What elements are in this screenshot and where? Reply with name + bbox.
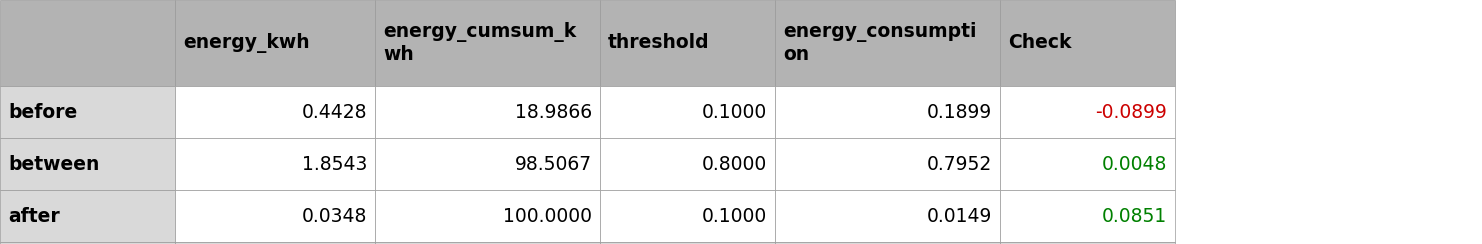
Text: 0.0149: 0.0149: [926, 206, 991, 225]
Text: Check: Check: [1008, 33, 1071, 52]
Text: before: before: [7, 102, 77, 122]
Text: threshold: threshold: [608, 33, 710, 52]
Bar: [775, 242, 1000, 244]
Text: after: after: [7, 206, 59, 225]
Text: 18.9866: 18.9866: [514, 102, 591, 122]
Bar: [0, 242, 175, 244]
Text: 0.0851: 0.0851: [1101, 206, 1166, 225]
Bar: [600, 190, 775, 242]
Bar: [600, 0, 775, 86]
Text: 0.0348: 0.0348: [302, 206, 368, 225]
Bar: [600, 138, 775, 190]
Text: 100.0000: 100.0000: [502, 206, 591, 225]
Text: 98.5067: 98.5067: [514, 154, 591, 173]
Bar: [600, 242, 775, 244]
Text: 0.1899: 0.1899: [926, 102, 991, 122]
Bar: [1000, 0, 1175, 86]
Bar: [0, 86, 175, 138]
Bar: [600, 86, 775, 138]
Text: energy_cumsum_k
wh: energy_cumsum_k wh: [382, 22, 576, 64]
Bar: [175, 190, 375, 242]
Bar: [775, 86, 1000, 138]
Text: energy_kwh: energy_kwh: [182, 33, 310, 53]
Text: 0.1000: 0.1000: [702, 206, 768, 225]
Text: 0.4428: 0.4428: [301, 102, 368, 122]
Bar: [0, 190, 175, 242]
Bar: [0, 0, 175, 86]
Text: 1.8543: 1.8543: [302, 154, 368, 173]
Bar: [775, 0, 1000, 86]
Bar: [175, 138, 375, 190]
Bar: [1000, 138, 1175, 190]
Text: between: between: [7, 154, 99, 173]
Bar: [775, 138, 1000, 190]
Text: 0.8000: 0.8000: [702, 154, 768, 173]
Bar: [375, 86, 600, 138]
Bar: [1000, 242, 1175, 244]
Bar: [375, 242, 600, 244]
Bar: [175, 242, 375, 244]
Text: 0.7952: 0.7952: [926, 154, 991, 173]
Bar: [175, 0, 375, 86]
Bar: [175, 86, 375, 138]
Text: 0.0048: 0.0048: [1101, 154, 1166, 173]
Bar: [1000, 190, 1175, 242]
Bar: [0, 138, 175, 190]
Bar: [375, 0, 600, 86]
Bar: [375, 138, 600, 190]
Text: 0.1000: 0.1000: [702, 102, 768, 122]
Bar: [1000, 86, 1175, 138]
Bar: [775, 190, 1000, 242]
Bar: [375, 190, 600, 242]
Text: energy_consumpti
on: energy_consumpti on: [782, 22, 977, 64]
Text: -0.0899: -0.0899: [1095, 102, 1166, 122]
